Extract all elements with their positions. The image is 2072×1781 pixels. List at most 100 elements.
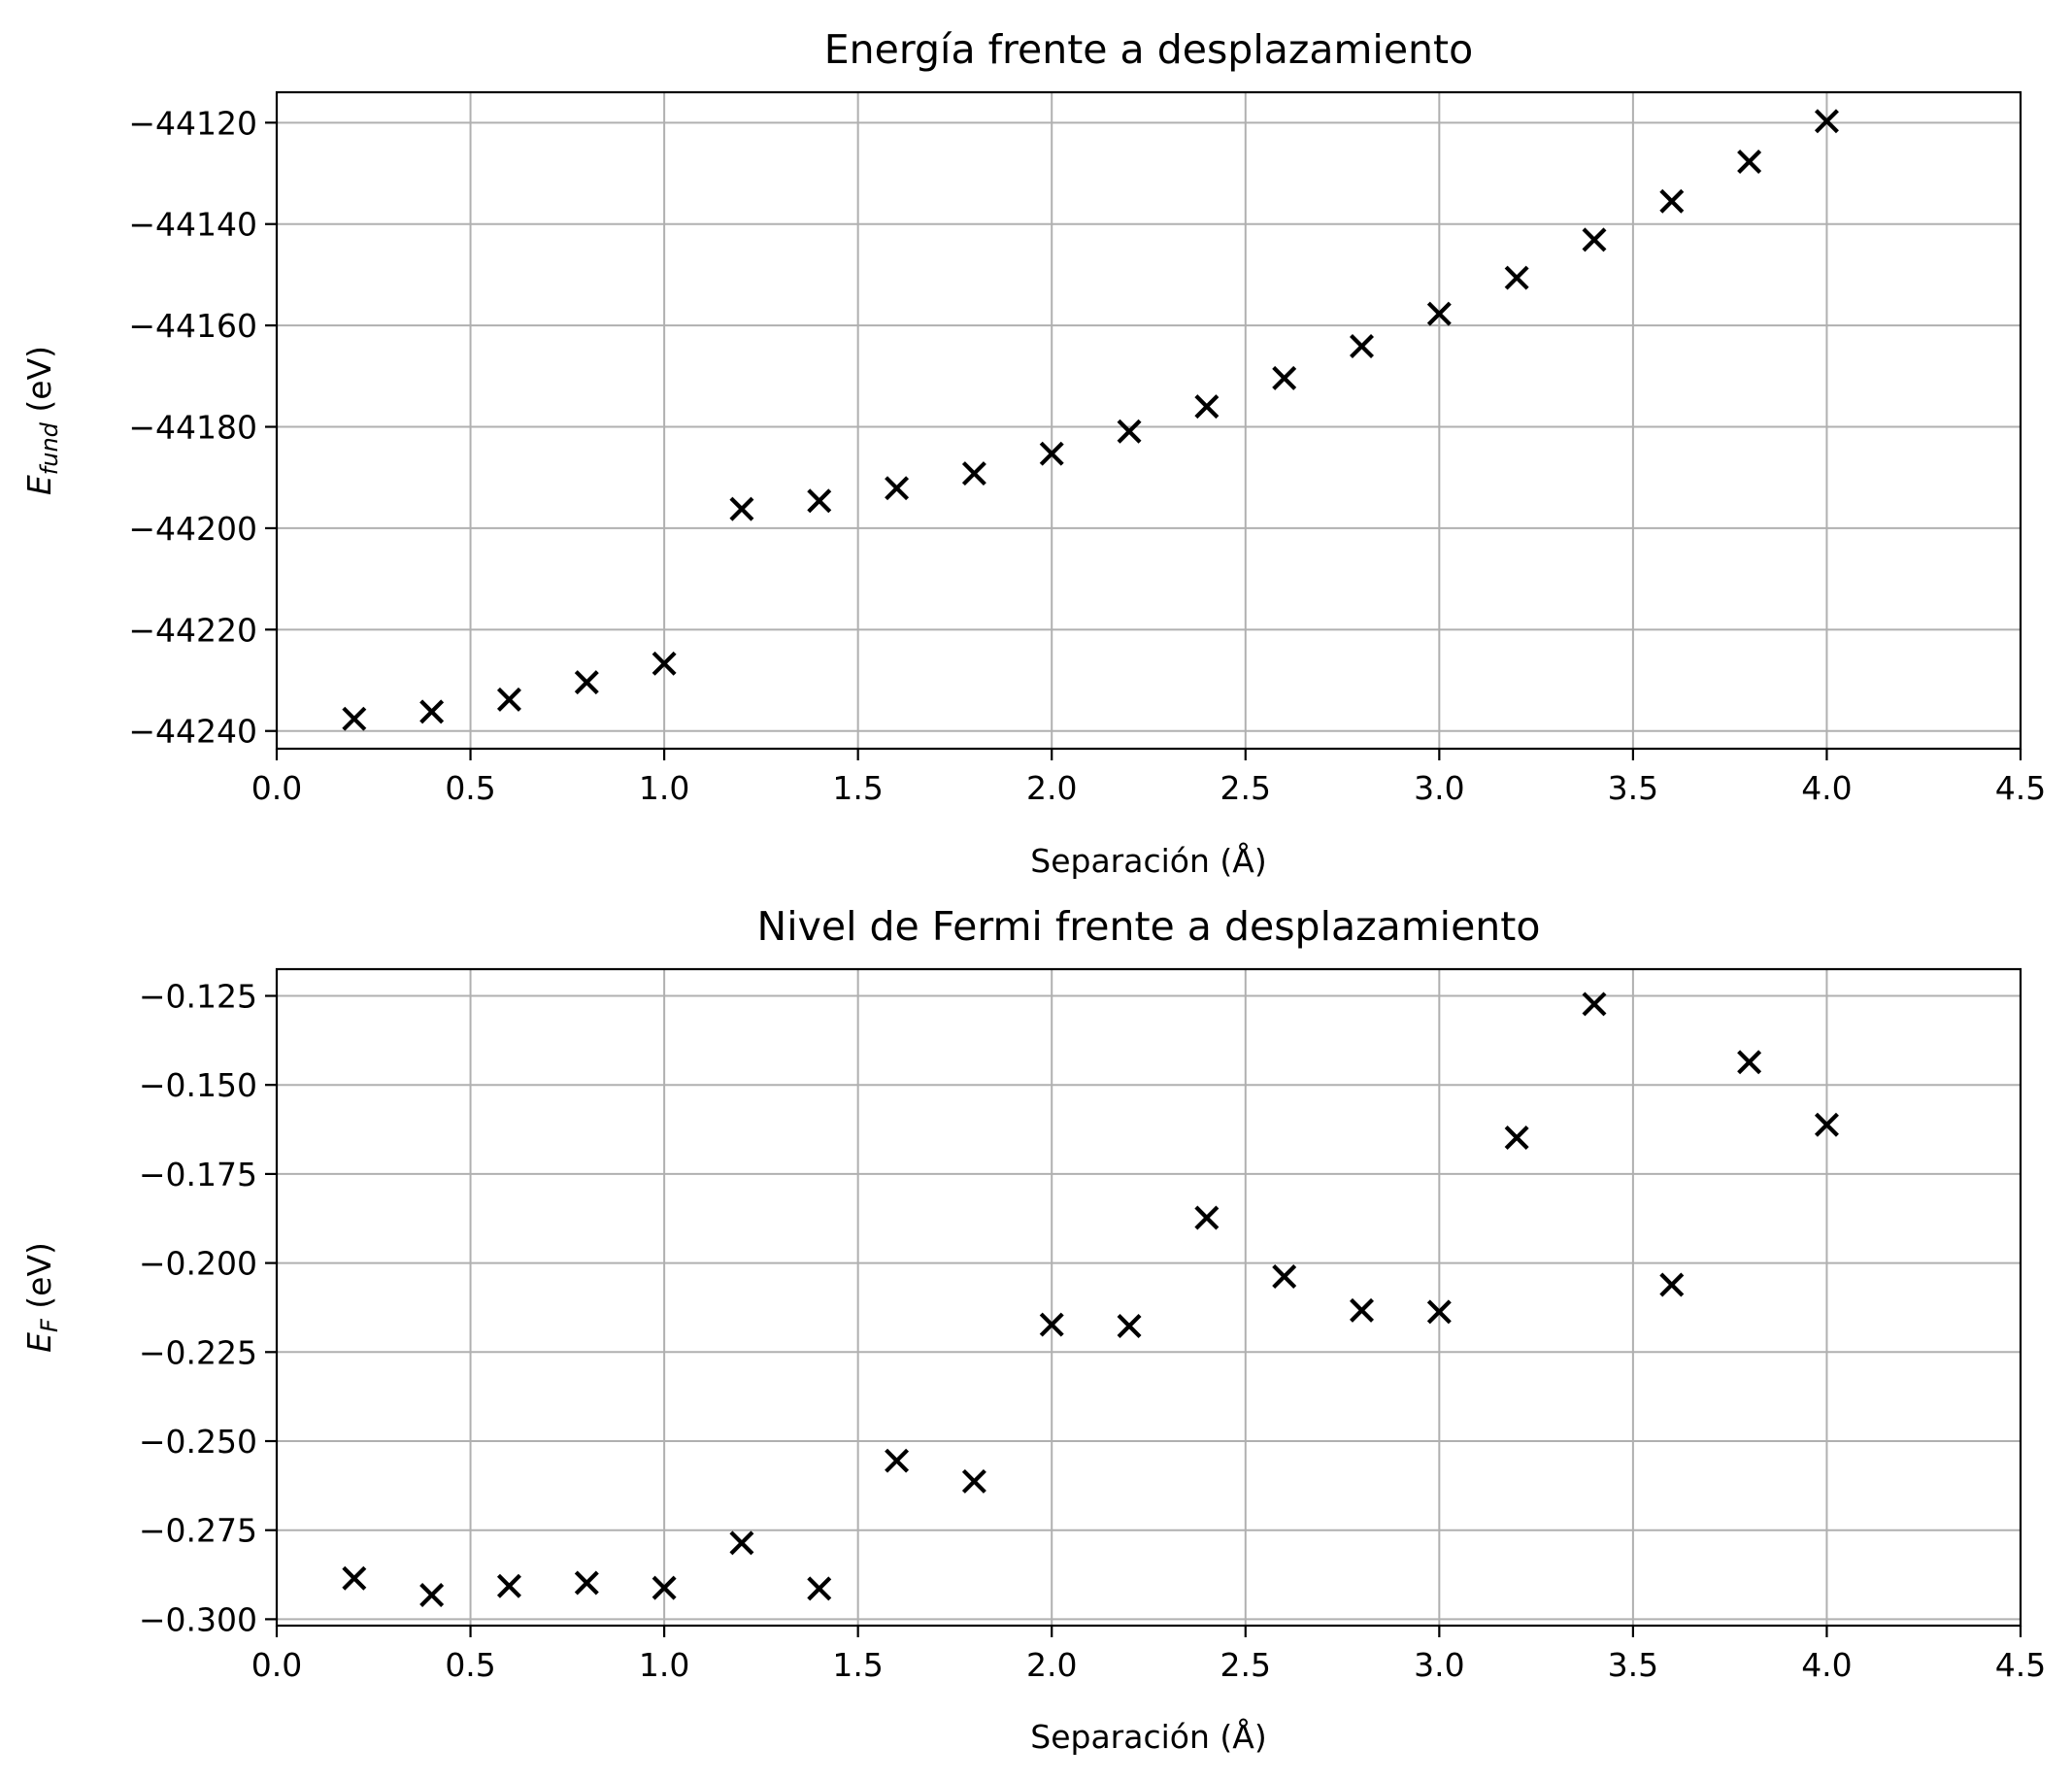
data-markers [342, 991, 1839, 1607]
data-point-marker [342, 706, 367, 731]
data-point-marker [1194, 1205, 1220, 1230]
y-axis-label: Efund (eV) [20, 346, 63, 495]
y-tick-label: −0.150 [139, 1066, 257, 1104]
data-point-marker [574, 670, 599, 695]
fermi-level-chart: 0.0 0.5 1.0 1.5 2.0 2.5 3.0 3.5 4.0 4.5 −0.300 −0.2… [20, 903, 2046, 1756]
marker-stroke [1737, 150, 1762, 174]
marker-stroke [961, 1468, 986, 1494]
data-point-marker [652, 1575, 677, 1600]
marker-stroke [496, 1573, 521, 1598]
data-point-marker [1350, 1297, 1374, 1323]
y-axis-label-unit: (eV) [20, 1242, 58, 1319]
y-axis-label-symbol: E [20, 1332, 58, 1353]
marker-stroke [574, 1570, 599, 1596]
marker-stroke [1350, 334, 1374, 359]
x-axis-label: Separación (Å) [1030, 1717, 1266, 1756]
marker-stroke [807, 1576, 832, 1601]
y-tick-label: −44220 [128, 611, 257, 649]
data-point-marker [1117, 419, 1142, 444]
marker-stroke [729, 496, 754, 521]
x-tick-label: 1.0 [639, 769, 689, 807]
x-tick-label: 1.5 [832, 1646, 883, 1684]
data-point-marker [961, 1468, 986, 1494]
marker-stroke [729, 1530, 754, 1556]
data-point-marker [1194, 394, 1220, 420]
marker-stroke [1659, 1272, 1685, 1297]
x-tick-label: 3.0 [1414, 1646, 1464, 1684]
data-point-marker [807, 1576, 832, 1601]
data-point-marker [1039, 441, 1064, 466]
y-axis-label: EF (eV) [20, 1242, 63, 1353]
marker-stroke [885, 1448, 910, 1473]
data-point-marker [961, 461, 986, 487]
marker-stroke [1272, 365, 1297, 390]
marker-stroke [1426, 1299, 1452, 1325]
data-point-marker [419, 699, 445, 724]
y-tick-label: −44240 [128, 713, 257, 751]
grid-lines [276, 969, 2022, 1626]
data-point-marker [1426, 1299, 1452, 1325]
x-tick-label: 2.5 [1220, 769, 1271, 807]
marker-stroke [574, 670, 599, 695]
data-point-marker [1272, 365, 1297, 390]
energy-chart: 0.0 0.5 1.0 1.5 2.0 2.5 3.0 3.5 4.0 4.5 −44240 −442… [20, 26, 2046, 880]
data-point-marker [1737, 1050, 1762, 1075]
y-tick-label: −0.275 [139, 1512, 257, 1550]
data-point-marker [342, 1565, 367, 1591]
y-tick-label: −0.250 [139, 1423, 257, 1461]
grid-lines [276, 92, 2022, 749]
x-tick-label: 3.5 [1608, 1646, 1658, 1684]
marker-stroke [961, 461, 986, 487]
y-axis-label-unit: (eV) [20, 346, 58, 422]
marker-stroke [1814, 1112, 1839, 1137]
data-point-marker [496, 1573, 521, 1598]
marker-stroke [1737, 1050, 1762, 1075]
y-tick-label: −0.200 [139, 1245, 257, 1283]
data-point-marker [807, 488, 832, 514]
data-point-marker [1039, 1312, 1064, 1337]
marker-stroke [1504, 1126, 1529, 1150]
marker-stroke [1117, 1314, 1142, 1339]
marker-stroke [807, 488, 832, 514]
y-tick-label: −44200 [128, 510, 257, 548]
marker-stroke [419, 1582, 445, 1607]
y-axis-label-subscript: fund [36, 421, 63, 475]
x-tick-label: 2.0 [1026, 1646, 1077, 1684]
x-tick-label: 4.0 [1801, 1646, 1852, 1684]
data-point-marker [1659, 188, 1685, 214]
x-tick-label: 0.0 [251, 769, 302, 807]
marker-stroke [496, 687, 521, 712]
y-tick-label: −44160 [128, 307, 257, 345]
marker-stroke [652, 651, 677, 676]
marker-stroke [1659, 188, 1685, 214]
data-point-marker [885, 1448, 910, 1473]
x-tick-label: 0.5 [445, 769, 495, 807]
x-axis-label: Separación (Å) [1030, 841, 1266, 880]
data-point-marker [1814, 109, 1839, 134]
marker-stroke [1194, 394, 1220, 420]
x-tick-label: 2.5 [1220, 1646, 1271, 1684]
data-point-marker [1582, 991, 1607, 1017]
x-tick-label: 2.0 [1026, 769, 1077, 807]
y-tick-label: −0.125 [139, 978, 257, 1016]
y-axis-label-symbol: E [20, 475, 58, 495]
marker-stroke [1039, 441, 1064, 466]
marker-stroke [652, 1575, 677, 1600]
tick-marks [265, 994, 2022, 1637]
data-markers [342, 109, 1839, 731]
data-point-marker [574, 1570, 599, 1596]
tick-labels: 0.0 0.5 1.0 1.5 2.0 2.5 3.0 3.5 4.0 4.5 −44240 −442… [128, 104, 2046, 807]
x-tick-label: 1.0 [639, 1646, 689, 1684]
data-point-marker [729, 1530, 754, 1556]
marker-stroke [1194, 1205, 1220, 1230]
marker-stroke [885, 476, 910, 501]
chart-title: Energía frente a desplazamiento [824, 26, 1473, 73]
marker-stroke [1814, 109, 1839, 134]
data-point-marker [885, 476, 910, 501]
data-point-marker [729, 496, 754, 521]
data-point-marker [1659, 1272, 1685, 1297]
data-point-marker [1426, 301, 1452, 326]
y-tick-label: −0.225 [139, 1333, 257, 1371]
marker-stroke [1350, 1297, 1374, 1323]
